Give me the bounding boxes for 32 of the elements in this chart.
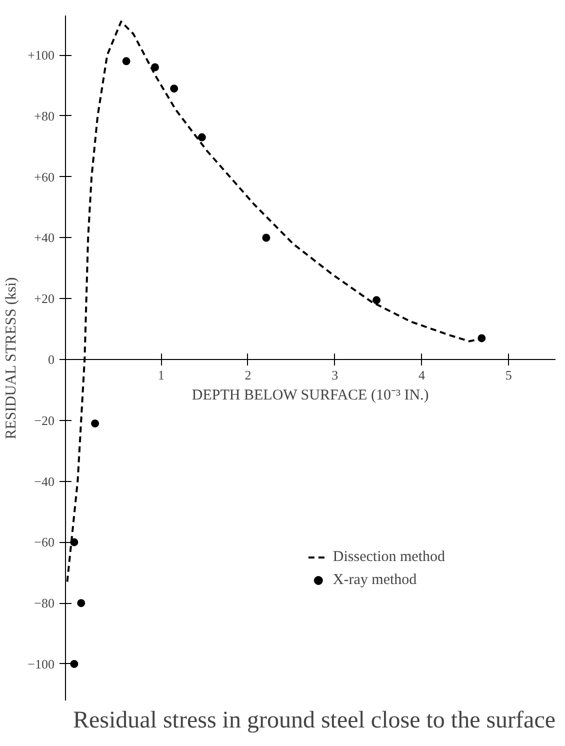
point (198, 133, 206, 142)
y-tick-label: −40 (34, 474, 55, 489)
x-axis-title: DEPTH BELOW SURFACE (10⁻³ IN.) (192, 388, 429, 404)
x-tick-label: 1 (158, 368, 164, 383)
point (91, 419, 100, 428)
point (70, 538, 78, 546)
y-tick-label: 0 (48, 352, 54, 368)
point (77, 599, 86, 608)
y-tick-label: +40 (34, 230, 55, 246)
point (372, 296, 381, 304)
point (478, 334, 486, 342)
y-axis-title: RESIDUAL STRESS (ksi) (4, 277, 20, 440)
y-tick-label: +80 (34, 108, 55, 124)
point (122, 57, 130, 66)
y-tick-label: +20 (34, 291, 55, 306)
legend-label: Dissection method (332, 548, 445, 566)
legend-label: X-ray method (332, 572, 417, 588)
point (262, 234, 270, 242)
point (170, 84, 178, 93)
point (70, 660, 78, 668)
y-tick-label: +100 (28, 48, 55, 63)
x-tick-label: 2 (244, 368, 252, 383)
point (150, 63, 159, 72)
x-tick-label: 5 (505, 368, 512, 383)
y-tick-label: −60 (34, 534, 55, 550)
text: Residual stress in ground steel close to the surface (72, 708, 556, 734)
x-tick-label: 3 (332, 368, 338, 383)
y-tick-label: −20 (34, 412, 55, 428)
x-tick-label: 4 (418, 368, 426, 383)
y-tick-label: −80 (34, 596, 55, 611)
y-tick-label: −100 (28, 656, 55, 672)
y-tick-label: +60 (34, 169, 55, 184)
